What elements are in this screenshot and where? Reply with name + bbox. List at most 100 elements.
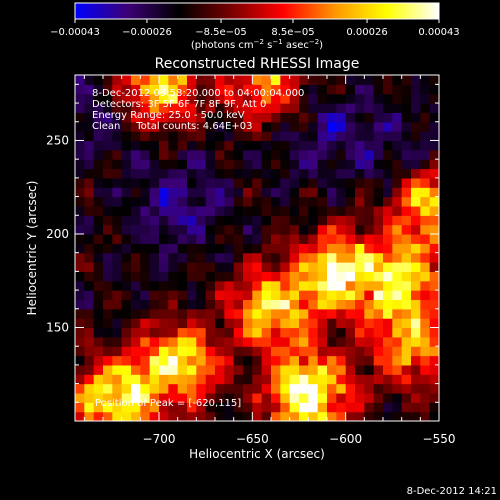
heatmap-cell [224,75,235,85]
heatmap-cell [392,149,403,160]
heatmap-cell [159,252,169,263]
heatmap-cell [280,215,291,226]
heatmap-cell [383,224,393,235]
heatmap-cell [429,159,439,170]
heatmap-cell [215,318,225,329]
heatmap-cell [131,308,141,319]
heatmap-cell [215,140,225,151]
heatmap-cell [345,271,356,282]
heatmap-cell [392,280,403,291]
heatmap-cell [84,215,95,226]
heatmap-cell [355,177,365,188]
heatmap-cell [308,177,319,188]
heatmap-cell [308,131,319,142]
heatmap-cell [233,243,244,254]
heatmap-cell [177,327,188,338]
heatmap-cell [243,327,253,338]
heatmap-cell [177,299,188,310]
heatmap-cell [131,299,141,310]
heatmap-cell [373,187,384,198]
heatmap-cell [177,308,188,319]
heatmap-cell [252,131,263,142]
heatmap-cell [205,262,216,272]
heatmap-cell [131,402,141,413]
heatmap-cell [121,383,132,394]
heatmap-cell [84,140,95,151]
heatmap-cell [224,290,235,301]
heatmap-cell [243,271,253,282]
heatmap-cell [252,318,263,329]
heatmap-cell [149,346,160,357]
heatmap-cell [308,233,319,244]
heatmap-cell [280,364,291,375]
heatmap-cell [420,168,431,179]
heatmap-cell [271,364,281,375]
heatmap-cell [112,84,123,95]
heatmap-cell [401,84,412,95]
heatmap-cell [149,84,160,95]
heatmap-cell [103,205,113,216]
heatmap-cell [271,336,281,347]
heatmap-cell [299,233,309,244]
heatmap-cell [140,411,151,421]
heatmap-cell [429,392,439,403]
heatmap-cell [215,290,225,301]
heatmap-cell [429,168,439,179]
heatmap-cell [299,290,309,301]
heatmap-cell [429,252,439,263]
heatmap-cell [280,411,291,421]
heatmap-cell [392,233,403,244]
heatmap-cell [308,402,319,413]
heatmap-cell [121,215,132,226]
heatmap-cell [159,84,169,95]
heatmap-cell [140,84,151,95]
heatmap-cell [187,336,197,347]
heatmap-cell [411,159,421,170]
heatmap-cell [149,75,160,85]
heatmap-cell [364,205,375,216]
heatmap-cell [420,205,431,216]
heatmap-cell [317,271,328,282]
heatmap-cell [215,75,225,85]
heatmap-cell [187,121,197,132]
heatmap-cell [355,131,365,142]
axis-ticks: −700 −650 −600 −550 150 200 250 [46,75,455,446]
heatmap-cell [411,224,421,235]
heatmap-cell [84,346,95,357]
heatmap-cell [196,103,207,113]
heatmap-cell [420,84,431,95]
heatmap-cell [429,280,439,291]
heatmap-cell [131,215,141,226]
heatmap-cell [336,392,347,403]
heatmap-cell [159,383,169,394]
heatmap-cell [280,84,291,95]
heatmap-cell [429,318,439,329]
heatmap-cell [93,140,104,151]
heatmap-cell [140,224,151,235]
heatmap-cell [205,233,216,244]
heatmap-cell [420,75,431,85]
heatmap-cell [168,280,179,291]
heatmap-cell [140,243,151,254]
heatmap-cell [401,93,412,104]
heatmap-cell [140,364,151,375]
heatmap-cell [261,299,272,310]
heatmap-cell [149,318,160,329]
heatmap-cell [159,402,169,413]
heatmap-cell [429,84,439,95]
heatmap-cell [373,402,384,413]
heatmap-cell [420,355,431,366]
heatmap-cell [196,140,207,151]
heatmap-cell [327,271,337,282]
heatmap-cell [420,243,431,254]
heatmap-cell [364,262,375,272]
heatmap-cell [205,290,216,301]
heatmap-cell [93,392,104,403]
heatmap-cell [196,308,207,319]
heatmap-cell [205,308,216,319]
heatmap-cell [84,159,95,170]
heatmap-cell [224,374,235,385]
heatmap-cell [420,177,431,188]
heatmap-cell [93,411,104,421]
heatmap-cell [84,290,95,301]
